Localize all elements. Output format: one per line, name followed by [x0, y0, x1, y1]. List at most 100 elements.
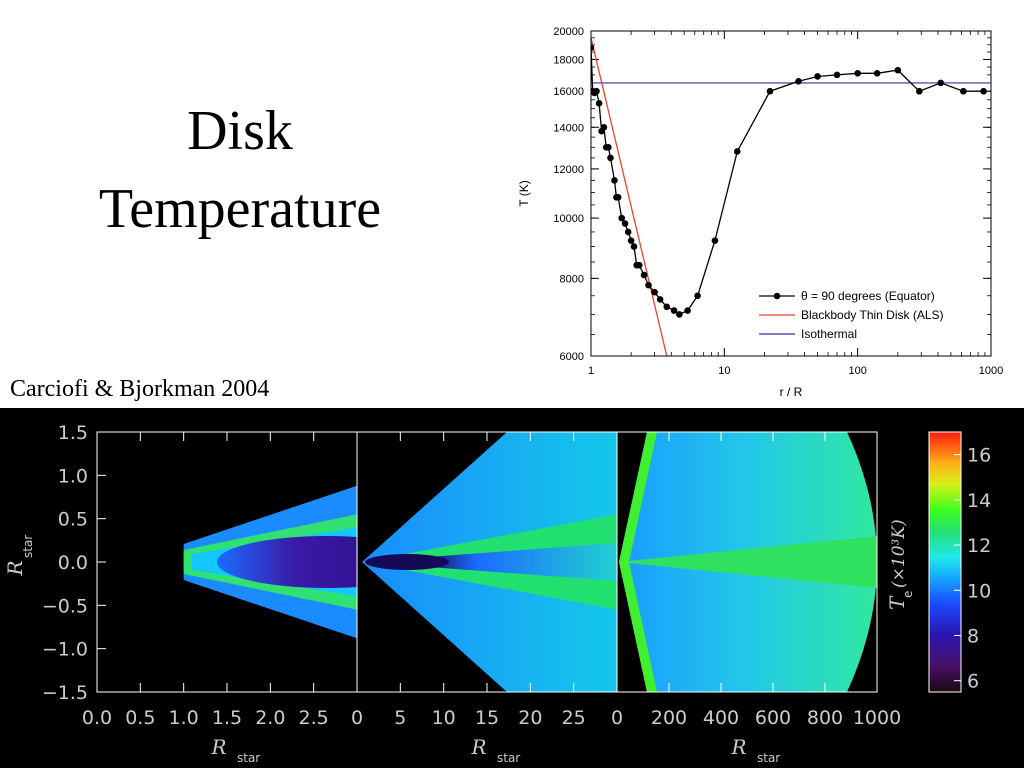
x-axis-label: R	[210, 735, 226, 759]
colorbar	[928, 431, 962, 693]
y-tick-label: 10000	[553, 213, 584, 225]
y-tick-label: −0.5	[42, 595, 88, 617]
citation: Carciofi & Bjorkman 2004	[10, 376, 270, 402]
disk-midplane	[619, 536, 877, 588]
equator-point	[960, 87, 967, 95]
equator-point	[937, 79, 945, 87]
equator-point	[630, 243, 638, 250]
colorbar-label-sub: e	[901, 591, 915, 598]
plot-area	[591, 37, 991, 356]
x-tick-label: 2.5	[299, 707, 329, 729]
colorbar-label-group: Te (×10³K)	[885, 519, 915, 610]
x-tick-label: 20	[518, 707, 542, 729]
x-axis-label: r / R	[780, 385, 803, 399]
colorbar-tick-label: 10	[967, 580, 991, 602]
x-axis-label: R	[730, 735, 746, 759]
equator-point	[833, 71, 841, 79]
colorbar-label-units: (×10³K)	[889, 519, 909, 588]
equator-point	[627, 237, 635, 244]
colorbar-tick-label: 16	[967, 445, 991, 467]
legend-label: θ = 90 degrees (Equator)	[801, 289, 935, 303]
colorbar-tick-label: 12	[967, 535, 991, 557]
equator-point	[605, 143, 612, 151]
x-tick-label: 800	[807, 707, 843, 729]
y-tick-label: 16000	[553, 86, 584, 98]
disk-midplane	[362, 542, 617, 582]
x-tick-label: 1.5	[212, 707, 242, 729]
map-panel-1	[183, 485, 357, 639]
x-axis-label: R	[470, 735, 486, 759]
x-tick-label: 5	[394, 707, 406, 729]
x-tick-label: 2.0	[255, 707, 285, 729]
y-tick-label: 1.5	[58, 422, 88, 444]
equator-point	[854, 69, 861, 77]
equator-point	[795, 77, 802, 85]
equator-point	[766, 87, 774, 95]
temperature-profile-chart: 1 10 100 1000 6000 8000 10000 12000 14000 16000 18…	[517, 26, 1003, 399]
equator-line	[591, 47, 984, 316]
equator-point	[873, 69, 881, 77]
x-tick-label: 1.0	[169, 707, 199, 729]
equator-point	[814, 73, 821, 80]
y-tick-label: 8000	[560, 273, 584, 285]
map-panel-2	[362, 432, 617, 692]
colorbar-label: T	[885, 595, 909, 610]
equator-point	[733, 148, 741, 155]
x-tick-label: 0	[611, 707, 623, 729]
y-tick-label: 6000	[560, 351, 584, 363]
disk-cool-core	[365, 554, 449, 570]
colorbar-tick-label: 8	[967, 625, 979, 647]
y-axis-label-sub: star	[21, 535, 35, 558]
legend-marker	[773, 292, 781, 300]
plot-frame	[590, 30, 992, 357]
y-tick-label: −1.5	[42, 682, 88, 704]
y-tick-label: 20000	[553, 26, 584, 38]
x-axis-label-sub: star	[757, 751, 780, 765]
map-panel-3	[619, 432, 877, 692]
y-tick-label: 18000	[553, 54, 584, 66]
equator-point	[645, 281, 652, 289]
y-tick-label: 14000	[553, 122, 584, 134]
equator-point	[600, 123, 608, 131]
x-tick-label: 25	[562, 707, 586, 729]
equator-point	[614, 194, 622, 201]
x-tick-label: 400	[703, 707, 739, 729]
y-tick-label: 0.5	[58, 509, 88, 531]
slide-title: Disk Temperature	[40, 92, 440, 248]
y-axis-label: T (K)	[517, 180, 531, 206]
x-tick-label: 200	[651, 707, 687, 729]
panel-frame	[616, 431, 878, 693]
x-tick-label: 15	[475, 707, 499, 729]
disk-edge-upper	[619, 432, 657, 562]
equator-point	[684, 307, 691, 314]
title-line-1: Disk	[187, 100, 293, 162]
colorbar-tick-label: 14	[967, 490, 991, 512]
x-tick-label: 0	[351, 707, 363, 729]
equator-point	[916, 87, 923, 95]
equator-point	[676, 311, 683, 318]
equator-point	[591, 44, 595, 52]
equator-point	[980, 87, 987, 95]
y-axis-label: R	[3, 560, 27, 576]
equator-point	[640, 271, 648, 279]
x-tick-label: 1000	[853, 707, 901, 729]
equator-point	[663, 303, 671, 311]
x-axis-label-sub: star	[237, 751, 260, 765]
legend-label: Blackbody Thin Disk (ALS)	[801, 308, 944, 322]
x-tick-label: 10	[432, 707, 456, 729]
disk-cool-core	[217, 536, 357, 588]
temperature-map-chart: 0.0 0.5 1.0 1.5 2.0 2.5 R star 0 5 10 15 20 25 R star 0 2…	[3, 422, 991, 765]
y-tick-label: 1.0	[58, 465, 88, 487]
equator-point	[694, 292, 701, 300]
y-tick-label: −1.0	[42, 639, 88, 661]
equator-point	[651, 288, 658, 296]
equator-point	[711, 237, 719, 244]
legend-label: Isothermal	[801, 327, 857, 341]
y-tick-label: 0.0	[58, 552, 88, 574]
x-tick-label: 0.0	[82, 707, 112, 729]
equator-point	[618, 214, 626, 222]
disk-edge-lower	[619, 562, 657, 692]
x-tick-label: 1000	[979, 365, 1003, 377]
